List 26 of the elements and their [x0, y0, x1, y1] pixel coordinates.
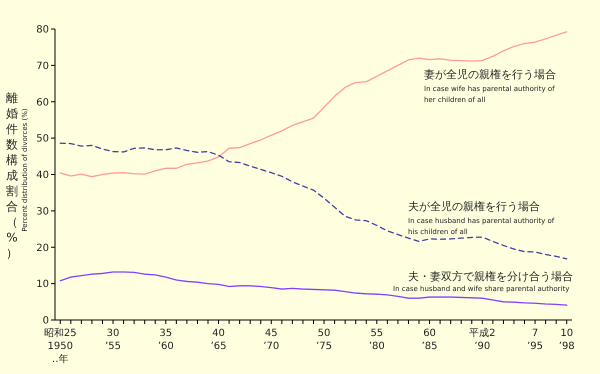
x-tick-label: 35 ’60: [158, 328, 174, 352]
x-tick-label: 40 ’65: [210, 328, 226, 352]
y-tick-label: 30: [36, 206, 49, 218]
x-tick-label: 10 ’98: [558, 328, 575, 352]
y-tick-label: 80: [36, 24, 49, 36]
y-tick-label: 70: [36, 60, 49, 72]
x-tick-label: 60 ’85: [422, 328, 438, 352]
line-series: [60, 142, 568, 260]
x-tick-label: 平成2 ’90: [469, 327, 496, 352]
x-tick-label: 昭和25 1950 ‥年: [44, 327, 77, 365]
series-label: 妻が全児の親権を行う場合: [424, 68, 556, 81]
y-tick-label: 10: [36, 279, 49, 290]
x-tick-label: 55 ’80: [368, 328, 385, 352]
x-tick-label: 50 ’75: [316, 328, 332, 352]
line-series: [60, 31, 568, 178]
text: 夫が全児の親権を行う場合: [408, 200, 540, 213]
y-tick-label: 20: [36, 242, 49, 254]
y-tick-label: 0: [42, 316, 49, 326]
x-tick-label: 7 ’95: [527, 328, 544, 352]
y-tick-label: 50: [36, 134, 49, 145]
x-tick-label: 45 ’70: [263, 328, 280, 352]
x-tick-label: 30 ’55: [105, 328, 121, 352]
series-label: 夫・妻双方で親権を分け合う場合: [408, 270, 573, 283]
text: 離婚件数構成割合（%）: [6, 91, 18, 260]
y-tick-label: 40: [36, 170, 49, 181]
y-tick-label: 60: [36, 97, 49, 108]
